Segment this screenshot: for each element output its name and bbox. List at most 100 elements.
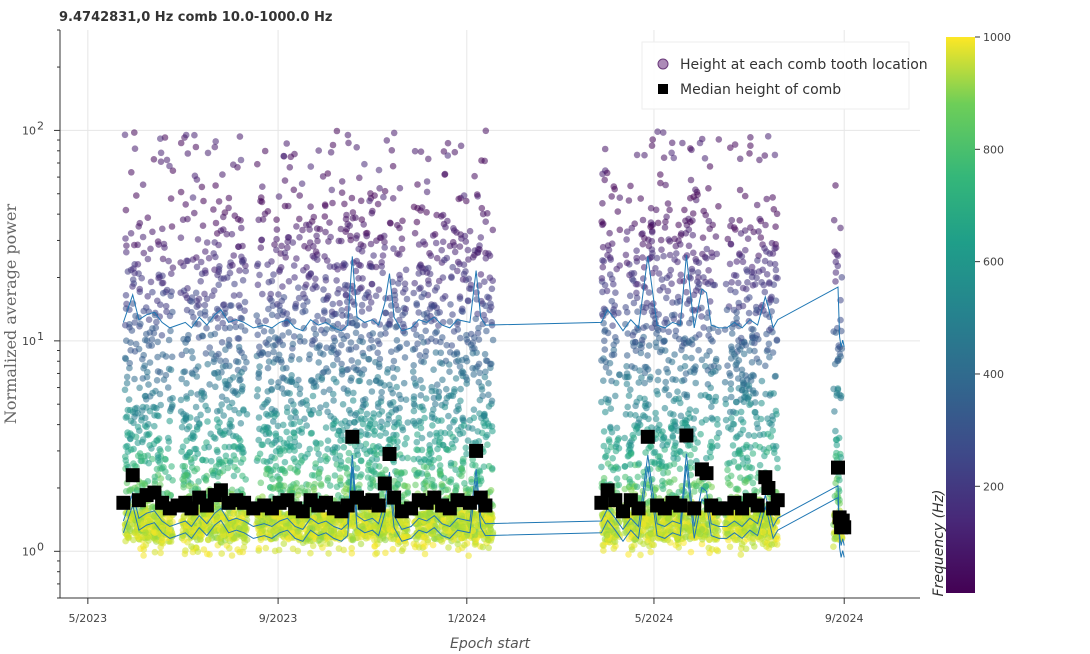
data-point xyxy=(145,381,152,388)
data-point xyxy=(276,514,283,521)
data-point xyxy=(198,396,205,403)
data-point xyxy=(237,323,245,330)
data-point xyxy=(623,352,631,359)
data-point xyxy=(181,550,189,558)
data-point xyxy=(703,245,711,253)
data-point xyxy=(422,327,430,335)
data-point xyxy=(334,356,341,363)
data-point xyxy=(633,247,640,254)
data-point xyxy=(124,448,132,455)
data-point xyxy=(634,280,641,288)
data-point xyxy=(287,356,295,364)
data-point xyxy=(687,194,694,202)
data-point xyxy=(423,470,431,478)
data-point xyxy=(236,525,243,532)
data-point xyxy=(610,351,618,358)
data-point xyxy=(638,374,645,381)
data-point xyxy=(204,149,212,157)
data-point xyxy=(154,368,162,375)
data-point xyxy=(394,250,401,257)
data-point xyxy=(193,254,200,261)
data-point xyxy=(309,285,317,293)
data-point xyxy=(143,330,150,338)
data-point xyxy=(456,430,464,438)
data-point xyxy=(625,197,633,204)
data-point xyxy=(418,204,426,211)
data-point xyxy=(239,242,246,250)
data-point xyxy=(428,303,436,310)
data-point xyxy=(342,464,349,472)
data-point xyxy=(285,202,292,210)
data-point xyxy=(420,311,428,318)
data-point xyxy=(264,261,271,269)
data-point xyxy=(641,151,648,159)
data-point xyxy=(404,419,412,426)
data-point xyxy=(384,369,391,376)
data-point xyxy=(670,460,678,468)
data-point xyxy=(316,342,324,349)
data-point xyxy=(422,352,429,360)
data-point xyxy=(300,302,307,309)
data-point xyxy=(121,131,129,139)
data-point xyxy=(427,252,435,259)
data-point xyxy=(149,325,156,332)
data-point xyxy=(677,241,684,248)
data-point xyxy=(234,358,242,366)
data-point xyxy=(654,376,662,384)
data-point xyxy=(262,544,270,552)
data-point xyxy=(259,183,266,190)
data-point xyxy=(346,419,353,427)
data-point xyxy=(226,429,233,436)
data-point xyxy=(306,445,314,453)
data-point xyxy=(132,340,140,348)
data-point xyxy=(472,315,480,323)
data-point xyxy=(177,188,185,196)
data-point xyxy=(715,429,723,437)
data-point xyxy=(219,171,226,178)
data-point xyxy=(639,240,647,248)
data-point xyxy=(403,434,410,442)
data-point xyxy=(655,270,663,277)
data-point xyxy=(613,482,621,489)
data-point xyxy=(485,380,492,387)
data-point xyxy=(201,290,208,298)
data-point xyxy=(468,476,475,483)
data-point xyxy=(213,416,221,423)
data-point xyxy=(153,318,160,326)
data-point xyxy=(681,391,688,398)
data-point xyxy=(280,421,287,429)
data-point xyxy=(703,454,710,462)
data-point xyxy=(180,262,187,270)
data-point xyxy=(417,424,425,432)
data-point xyxy=(337,458,345,465)
data-point xyxy=(599,288,606,296)
data-point xyxy=(190,313,197,321)
data-point xyxy=(188,298,195,305)
data-point xyxy=(644,352,651,359)
data-point xyxy=(338,178,346,185)
data-point xyxy=(328,348,335,356)
data-point xyxy=(441,403,449,411)
data-point xyxy=(204,418,211,425)
data-point xyxy=(203,324,210,332)
data-point xyxy=(413,218,421,226)
data-point xyxy=(338,307,346,314)
data-point xyxy=(322,401,330,409)
data-point xyxy=(235,302,243,309)
data-point xyxy=(418,358,425,365)
data-point xyxy=(196,421,203,428)
data-point xyxy=(436,359,444,366)
data-point xyxy=(654,219,662,227)
data-point xyxy=(613,424,621,432)
data-point xyxy=(191,172,199,180)
data-point xyxy=(299,226,306,234)
data-point xyxy=(126,486,134,494)
data-point xyxy=(623,228,631,235)
data-point xyxy=(485,391,492,399)
data-point xyxy=(457,385,464,393)
data-point xyxy=(380,193,387,201)
data-point xyxy=(201,312,209,319)
data-point xyxy=(326,482,334,489)
data-point xyxy=(627,461,634,468)
data-point xyxy=(184,336,191,343)
